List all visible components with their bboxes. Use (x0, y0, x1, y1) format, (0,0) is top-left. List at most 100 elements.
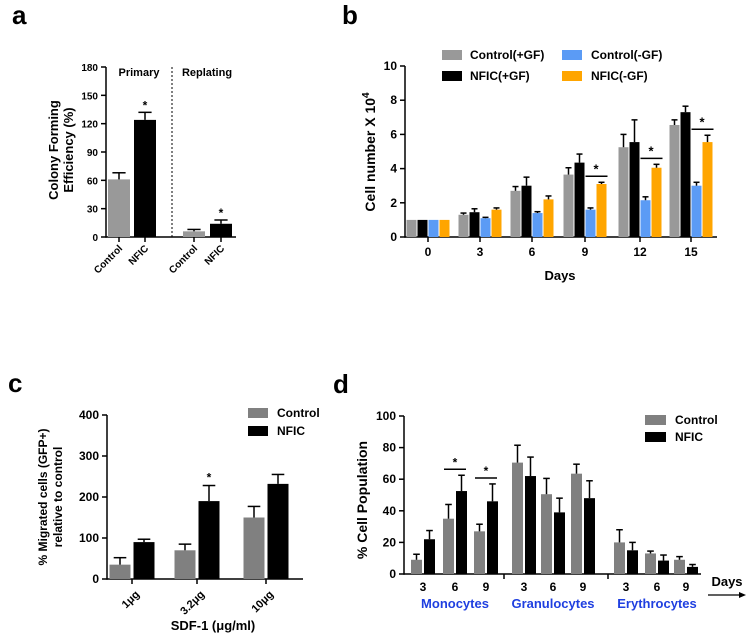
bar (640, 200, 651, 237)
bar (411, 559, 422, 574)
x-tick-label: Control (92, 243, 125, 276)
bar (133, 542, 155, 579)
bar (596, 183, 607, 237)
bar (443, 518, 454, 574)
y-tick-label: 8 (390, 93, 397, 107)
bar (554, 512, 565, 574)
bar (469, 212, 480, 237)
significance-asterisk: * (648, 143, 654, 158)
y-tick-label: 200 (79, 490, 99, 504)
legend-swatch (645, 432, 666, 442)
bar (614, 542, 625, 574)
bar (183, 231, 205, 237)
y-tick-label: 6 (390, 127, 397, 141)
significance-asterisk: * (143, 98, 148, 112)
y-tick-label: 0 (390, 230, 397, 244)
x-axis-label: Days (711, 574, 742, 589)
bar (525, 476, 536, 574)
y-tick-label: 120 (81, 120, 98, 131)
x-tick-label: 15 (684, 245, 698, 259)
bar (491, 209, 502, 237)
y-tick-label: 40 (383, 504, 397, 518)
y-tick-label: 0 (389, 567, 396, 581)
y-tick-label: 60 (383, 472, 397, 486)
x-tick-label: 9 (580, 580, 587, 594)
legend-label: Control (277, 406, 320, 420)
group-label: Monocytes (421, 596, 489, 611)
bar (584, 498, 595, 574)
y-tick-label: 60 (87, 176, 99, 187)
bar (541, 494, 552, 574)
bar (629, 142, 640, 237)
y-tick-label: 90 (87, 148, 99, 159)
bar (674, 559, 685, 574)
y-axis-label-exponent: 4 (361, 92, 372, 98)
legend-label: NFIC (277, 424, 305, 438)
panel-label: d (333, 369, 349, 399)
bar (417, 219, 428, 237)
panel-label: a (12, 0, 27, 30)
legend-label: Control (675, 413, 718, 427)
bar (198, 501, 220, 579)
x-tick-label: 10μg (249, 589, 276, 616)
bar (687, 566, 698, 574)
bar (691, 185, 702, 237)
group-label: Replating (182, 67, 232, 79)
x-tick-label: 6 (529, 245, 536, 259)
bar (428, 219, 439, 237)
y-tick-label: 4 (390, 162, 397, 176)
legend-label: Control(+GF) (470, 48, 544, 62)
y-tick-label: 80 (383, 441, 397, 455)
legend-swatch (442, 71, 462, 81)
bar (702, 142, 713, 237)
group-label: Erythrocytes (617, 596, 696, 611)
bar (424, 539, 435, 574)
bar (645, 553, 656, 574)
significance-asterisk: * (219, 206, 224, 220)
bar (532, 213, 543, 237)
bar (480, 218, 491, 237)
legend-swatch (248, 408, 268, 418)
y-axis-label: % Cell Population (354, 441, 370, 559)
x-axis-label: Days (544, 268, 575, 283)
x-tick-label: NFIC (127, 243, 151, 267)
x-tick-label: 9 (582, 245, 589, 259)
x-tick-label: 9 (483, 580, 490, 594)
y-tick-label: 150 (81, 91, 98, 102)
bar (571, 473, 582, 574)
bar (439, 219, 450, 237)
y-axis-label: % Migrated cells (GFP+) (36, 428, 50, 565)
bar (512, 462, 523, 574)
significance-asterisk: * (699, 114, 705, 129)
bar (210, 223, 232, 237)
bar (651, 167, 662, 237)
significance-asterisk: * (593, 161, 599, 176)
x-tick-label: 3 (623, 580, 630, 594)
y-axis-label: Cell number X 104 (361, 92, 378, 212)
bar (474, 531, 485, 574)
bar (680, 112, 691, 237)
bar (243, 517, 265, 579)
significance-asterisk: * (453, 455, 458, 469)
bar (109, 564, 131, 579)
x-tick-label: 6 (654, 580, 661, 594)
x-axis-label: SDF-1 (μg/ml) (171, 618, 256, 633)
x-tick-label: 0 (425, 245, 432, 259)
y-axis-label: Efficiency (%) (61, 107, 76, 192)
legend-swatch (562, 71, 582, 81)
bar (510, 190, 521, 237)
bar (585, 209, 596, 237)
bar (574, 162, 585, 237)
significance-asterisk: * (207, 471, 212, 485)
x-tick-label: 3 (477, 245, 484, 259)
y-tick-label: 180 (81, 63, 98, 74)
bar (521, 185, 532, 237)
arrow-head-icon (739, 592, 746, 598)
legend-label: Control(-GF) (591, 48, 662, 62)
bar (543, 199, 554, 237)
x-tick-label: 9 (683, 580, 690, 594)
significance-asterisk: * (484, 464, 489, 478)
bar (658, 560, 669, 574)
